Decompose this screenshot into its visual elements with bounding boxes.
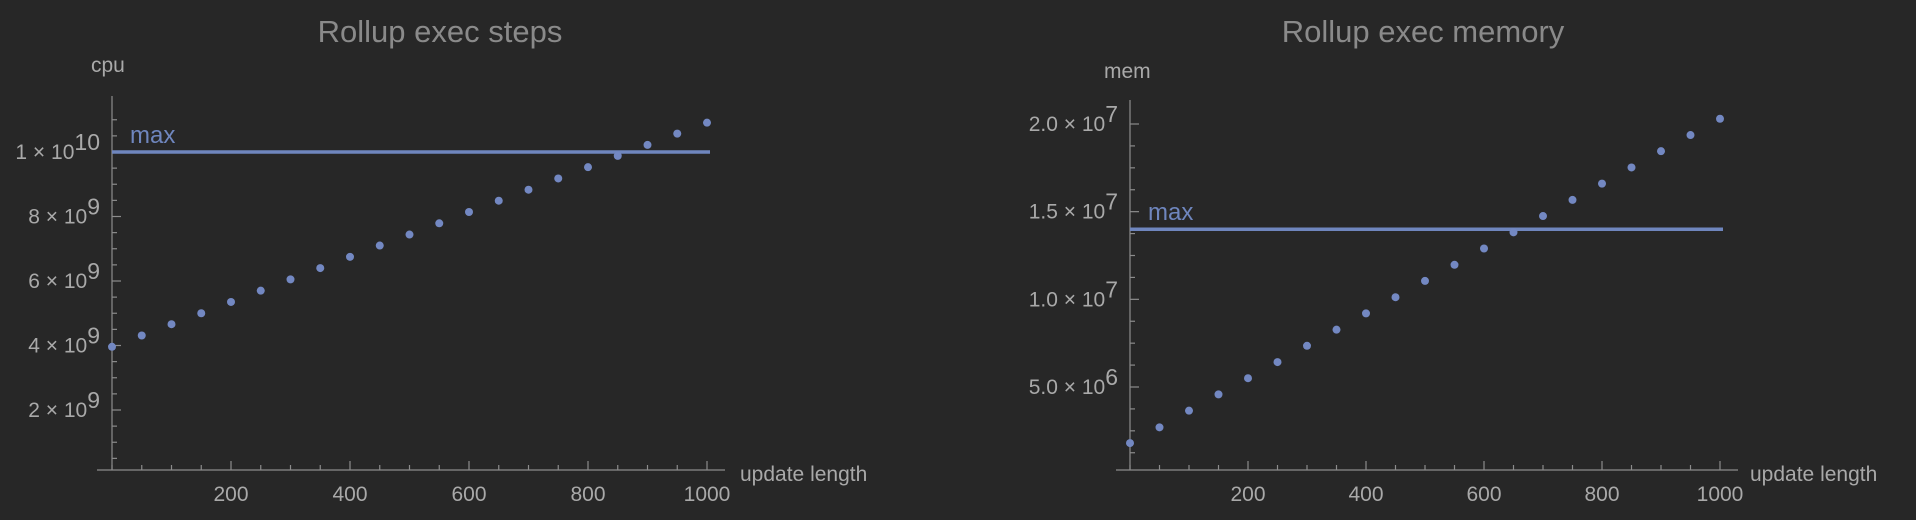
data-point [554,174,563,183]
data-point [197,309,206,318]
x-tick-label: 200 [1230,483,1265,506]
data-point [1657,147,1665,156]
x-tick-label: 1000 [684,483,731,506]
x-tick-label: 600 [1466,483,1501,506]
data-point [703,118,711,127]
data-point [1332,325,1341,334]
data-point [1421,276,1429,285]
y-tick-label: 6 × 109 [28,258,100,293]
x-axis-label: update length [740,463,867,486]
data-point [167,320,176,329]
chart-title: Rollup exec memory [1282,14,1565,49]
data-point [613,151,622,160]
data-point [1450,260,1459,269]
data-point [1126,439,1134,448]
data-point [1214,390,1223,399]
x-tick-label: 400 [1348,483,1383,506]
data-point [137,331,146,340]
data-point [1185,406,1193,415]
data-point [1509,228,1518,237]
x-tick-label: 800 [570,483,605,506]
data-point [1362,309,1370,318]
y-tick-label: 2 × 109 [28,387,100,422]
y-axis-label: mem [1104,60,1151,83]
data-point [584,163,592,172]
data-point [643,140,652,149]
max-reference-label: max [1148,199,1193,226]
y-tick-label: 4 × 109 [28,323,100,358]
data-point [1273,358,1282,367]
data-point [375,241,384,250]
data-point [405,230,414,239]
data-point [1686,131,1695,140]
data-point [1480,244,1488,253]
data-point [1568,195,1577,204]
data-point [346,252,354,261]
y-tick-label: 2.0 × 107 [1029,101,1118,136]
data-point [286,275,295,284]
y-axis-label: cpu [91,54,125,77]
x-tick-label: 600 [451,483,486,506]
data-point [524,185,533,194]
data-point [1244,374,1252,383]
x-tick-label: 1000 [1697,483,1744,506]
data-point [1716,114,1724,123]
y-tick-label: 1.5 × 107 [1029,189,1118,224]
x-tick-label: 200 [213,483,248,506]
data-point [256,286,265,295]
data-point [673,129,682,138]
y-tick-label: 1 × 1010 [15,129,100,164]
max-reference-label: max [130,122,175,149]
data-point [1627,163,1636,172]
data-point [316,264,325,273]
data-point [108,342,116,351]
data-point [435,219,444,228]
x-tick-label: 800 [1584,483,1619,506]
x-tick-label: 400 [332,483,367,506]
y-tick-label: 5.0 × 106 [1029,364,1118,399]
data-point [227,297,235,306]
data-point [465,207,473,216]
y-tick-label: 8 × 109 [28,194,100,229]
data-point [1155,423,1164,432]
y-tick-label: 1.0 × 107 [1029,276,1118,311]
data-point [1391,293,1400,302]
x-axis-label: update length [1750,463,1877,486]
data-point [494,196,503,205]
data-point [1598,179,1606,188]
data-point [1539,212,1547,221]
data-point [1303,341,1311,350]
chart-title: Rollup exec steps [318,14,563,49]
